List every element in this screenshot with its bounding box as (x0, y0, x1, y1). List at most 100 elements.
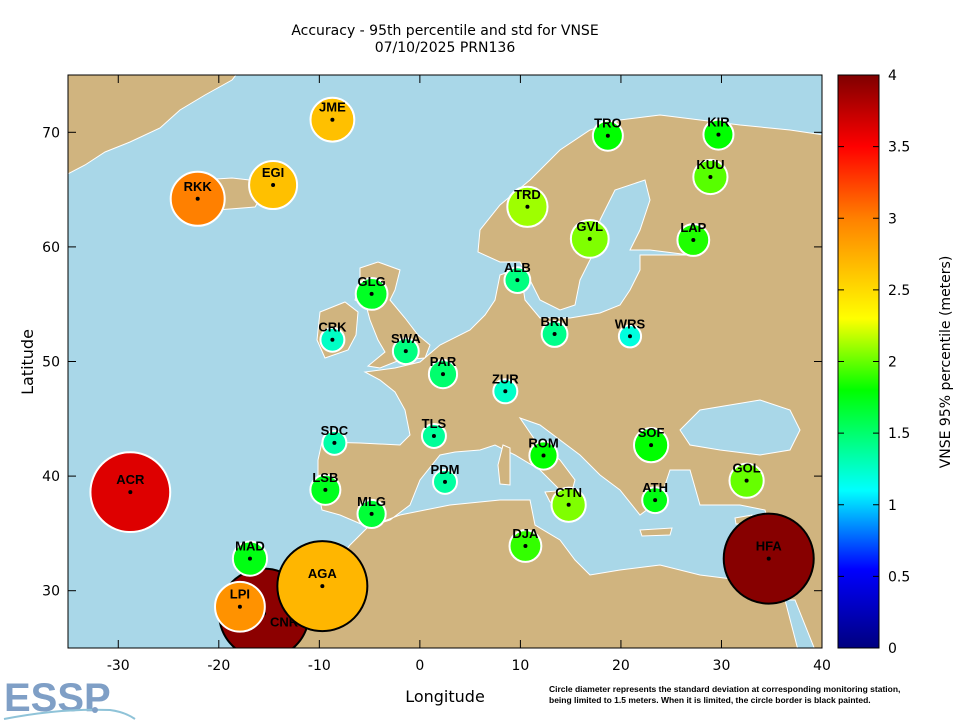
station-label: TLS (422, 416, 447, 431)
station-dot (523, 544, 528, 549)
station-dot (403, 349, 408, 354)
station-dja[interactable]: DJA (508, 526, 543, 563)
station-label: LSB (312, 470, 338, 485)
station-hfa[interactable]: HFA (722, 512, 815, 605)
station-dot (525, 204, 530, 209)
colorbar-tick-label: 1 (888, 498, 897, 514)
station-ath[interactable]: ATH (641, 480, 670, 515)
station-label: ATH (642, 480, 668, 495)
y-tick-label: 40 (42, 469, 60, 485)
station-alb[interactable]: ALB (503, 260, 532, 295)
station-glg[interactable]: GLG (354, 274, 389, 311)
colorbar-tick-label: 0 (888, 641, 897, 657)
station-lpi[interactable]: LPI (214, 580, 266, 633)
y-tick-label: 30 (42, 584, 60, 600)
x-tick-label: -10 (308, 658, 331, 674)
station-par[interactable]: PAR (427, 354, 459, 390)
station-dot (323, 487, 328, 492)
colorbar (837, 74, 880, 649)
station-label: GOL (733, 461, 761, 476)
black-sea (679, 399, 801, 456)
station-label: MAD (235, 539, 265, 554)
station-dot (627, 334, 632, 339)
x-tick-label: 40 (813, 658, 831, 674)
station-label: LPI (230, 587, 250, 602)
station-dot (369, 291, 374, 296)
station-dot (369, 511, 374, 516)
station-label: GLG (358, 274, 386, 289)
station-dot (541, 453, 546, 458)
station-mad[interactable]: MAD (231, 539, 269, 577)
chart-subtitle: 07/10/2025 PRN136 (375, 40, 516, 56)
footnote-line-1: Circle diameter represents the standard … (549, 684, 900, 694)
station-swa[interactable]: SWA (391, 331, 421, 366)
station-trd[interactable]: TRD (506, 185, 549, 228)
station-gol[interactable]: GOL (728, 461, 765, 499)
colorbar-tick-label: 3 (888, 211, 897, 227)
x-tick-label: -20 (207, 658, 230, 674)
chart-title: Accuracy - 95th percentile and std for V… (291, 23, 598, 39)
station-wrs[interactable]: WRS (615, 316, 646, 349)
station-zur[interactable]: ZUR (492, 371, 519, 405)
station-dot (271, 183, 276, 188)
colorbar-tick-label: 2 (888, 355, 897, 371)
x-tick-label: 10 (511, 658, 529, 674)
station-label: SWA (391, 331, 421, 346)
station-acr[interactable]: ACR (89, 451, 172, 534)
station-sdc[interactable]: SDC (321, 423, 349, 456)
map-area: CNRAGAHFAACRRKKLPIEGIJMETRDGVLKUUSOFGOLC… (68, 75, 822, 648)
station-label: MLG (357, 494, 386, 509)
station-pdm[interactable]: PDM (431, 462, 460, 495)
station-label: RKK (184, 179, 213, 194)
station-tls[interactable]: TLS (420, 416, 447, 449)
station-label: TRO (594, 116, 621, 131)
x-tick-label: -30 (107, 658, 130, 674)
x-tick-label: 20 (612, 658, 630, 674)
station-gvl[interactable]: GVL (569, 219, 610, 259)
station-dot (195, 196, 200, 201)
stations-layer: CNRAGAHFAACRRKKLPIEGIJMETRDGVLKUUSOFGOLC… (89, 96, 815, 648)
station-dot (766, 556, 771, 561)
colorbar-tick-label: 3.5 (888, 140, 910, 156)
station-egi[interactable]: EGI (248, 160, 299, 211)
station-kir[interactable]: KIR (702, 115, 735, 151)
station-tro[interactable]: TRO (591, 116, 624, 152)
station-mlg[interactable]: MLG (356, 494, 387, 530)
station-sof[interactable]: SOF (632, 425, 670, 464)
station-aga[interactable]: AGA (276, 540, 369, 633)
station-label: HFA (756, 539, 783, 554)
station-label: ZUR (492, 371, 519, 386)
colorbar-tick-label: 1.5 (888, 426, 910, 442)
station-ctn[interactable]: CTN (550, 485, 587, 523)
station-dot (330, 337, 335, 342)
station-label: ACR (116, 472, 145, 487)
greenland (68, 75, 237, 175)
station-rom[interactable]: ROM (528, 435, 559, 471)
station-dot (440, 372, 445, 377)
station-lap[interactable]: LAP (676, 220, 711, 257)
station-brn[interactable]: BRN (540, 314, 569, 348)
x-axis-label: Longitude (405, 687, 485, 706)
station-label: KIR (707, 115, 730, 130)
station-label: LAP (680, 220, 706, 235)
station-rkk[interactable]: RKK (169, 170, 226, 227)
station-kuu[interactable]: KUU (692, 157, 729, 196)
essp-logo-text: ESSP (4, 676, 111, 720)
y-tick-label: 70 (42, 125, 60, 141)
station-dot (443, 479, 447, 484)
station-label: CRK (318, 320, 347, 335)
station-lsb[interactable]: LSB (309, 470, 342, 506)
station-label: ROM (528, 435, 558, 450)
station-jme[interactable]: JME (309, 96, 356, 143)
station-label: BRN (540, 314, 568, 329)
station-dot (691, 238, 696, 243)
x-tick-label: 0 (415, 658, 424, 674)
station-label: TRD (514, 187, 541, 202)
y-tick-label: 50 (42, 355, 60, 371)
station-dot (566, 502, 571, 507)
station-dot (708, 174, 713, 179)
station-label: PDM (431, 462, 460, 477)
station-crk[interactable]: CRK (318, 320, 347, 353)
colorbar-tick-label: 2.5 (888, 283, 910, 299)
station-dot (128, 490, 133, 495)
